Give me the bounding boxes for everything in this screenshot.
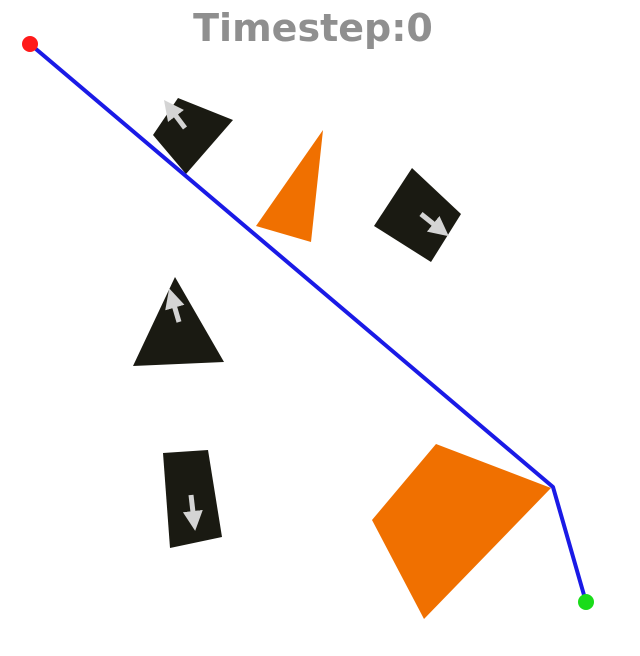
arrow-icon (419, 212, 449, 237)
start-dot-icon (22, 36, 38, 52)
static-obstacle-small-triangle (256, 130, 323, 242)
goal-dot-icon (578, 594, 594, 610)
arrow-icon (164, 100, 187, 130)
static-obstacle-large-quad (372, 444, 551, 619)
timestep-label: Timestep:0 (193, 6, 433, 50)
dynamic-obstacle-top-left (153, 98, 233, 174)
dynamic-obstacle-mid-left (133, 277, 224, 366)
arrow-icon (182, 494, 203, 531)
planned-path (28, 42, 588, 603)
dynamic-obstacle-bottom-left (163, 450, 222, 548)
arrow-icon (165, 288, 185, 323)
dynamic-obstacle-top-right (374, 168, 461, 262)
